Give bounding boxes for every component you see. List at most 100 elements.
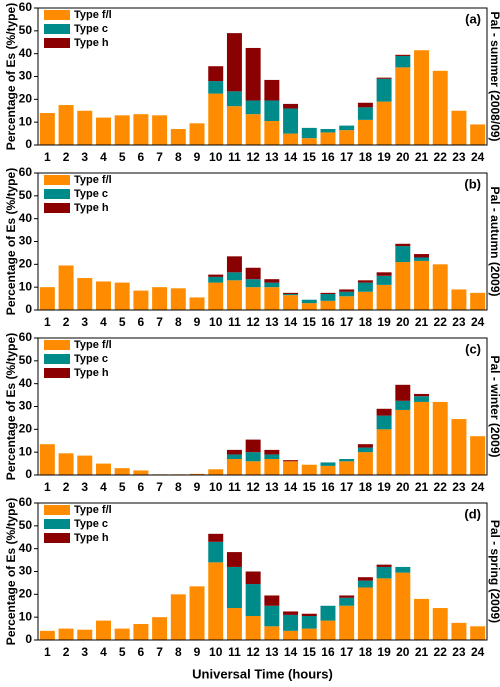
bar-segment [414, 401, 430, 475]
x-tick-label: 6 [138, 480, 145, 494]
x-tick-label: 15 [303, 315, 317, 329]
x-tick-label: 21 [415, 645, 429, 659]
bar-segment [77, 278, 93, 310]
bar-segment [301, 303, 317, 310]
y-tick-label: 0 [25, 467, 32, 481]
y-tick-label: 60 [19, 0, 33, 14]
x-tick-label: 7 [156, 480, 163, 494]
x-tick-label: 8 [175, 315, 182, 329]
x-tick-label: 4 [100, 315, 107, 329]
x-tick-label: 14 [284, 315, 298, 329]
y-tick-label: 10 [19, 444, 33, 458]
y-tick-label: 60 [19, 330, 33, 344]
x-tick-label: 24 [471, 150, 485, 164]
legend-swatch [44, 368, 70, 378]
legend-swatch [44, 189, 70, 199]
bar-segment [58, 453, 74, 475]
bar-segment [339, 291, 355, 297]
legend-label: Type h [74, 532, 109, 544]
bar-segment [395, 246, 411, 263]
bar-segment [114, 468, 130, 475]
x-tick-label: 12 [246, 150, 260, 164]
x-tick-label: 19 [377, 480, 391, 494]
bar-segment [208, 533, 224, 542]
bar-segment [77, 455, 93, 475]
bar-segment [264, 605, 280, 627]
x-tick-label: 3 [81, 315, 88, 329]
legend-label: Type c [74, 518, 108, 530]
x-tick-label: 11 [228, 150, 241, 164]
bar-segment [357, 580, 373, 588]
bar-segment [264, 449, 280, 455]
bar-segment [376, 566, 392, 579]
bar-segment [152, 617, 168, 640]
bar-segment [357, 102, 373, 108]
x-tick-label: 3 [81, 480, 88, 494]
side-label: Pal - autumn (2009) [488, 186, 500, 296]
bar-segment [226, 280, 242, 310]
bar-segment [376, 275, 392, 285]
x-tick-label: 13 [265, 645, 279, 659]
x-tick-label: 6 [138, 150, 145, 164]
x-tick-label: 13 [265, 150, 279, 164]
x-tick-label: 19 [377, 645, 391, 659]
bar-segment [245, 584, 261, 617]
bar-segment [245, 287, 261, 310]
bar-segment [245, 452, 261, 462]
legend-swatch [44, 505, 70, 515]
x-tick-label: 7 [156, 645, 163, 659]
side-label: Pal - summer (2008/09) [488, 11, 500, 141]
bar-segment [189, 586, 205, 640]
bar-segment [470, 292, 486, 310]
y-tick-label: 10 [19, 114, 33, 128]
x-tick-label: 2 [63, 480, 70, 494]
bar-segment [226, 566, 242, 609]
bar-segment [245, 461, 261, 475]
x-tick-label: 7 [156, 150, 163, 164]
bar-segment [77, 629, 93, 640]
bar-segment [264, 121, 280, 145]
bar-segment [339, 605, 355, 640]
bar-segment [283, 295, 299, 310]
legend-label: Type f/l [74, 9, 112, 21]
x-tick-label: 9 [194, 480, 201, 494]
y-tick-label: 60 [19, 495, 33, 509]
y-tick-label: 40 [19, 376, 33, 390]
x-tick-label: 1 [44, 150, 51, 164]
bar-segment [283, 103, 299, 109]
x-tick-label: 15 [303, 480, 317, 494]
bar-segment [395, 243, 411, 247]
bar-segment [395, 400, 411, 410]
bar-segment [283, 630, 299, 640]
x-tick-label: 5 [119, 480, 126, 494]
y-tick-label: 50 [19, 353, 33, 367]
x-tick-label: 10 [209, 480, 223, 494]
x-tick-label: 17 [340, 150, 354, 164]
bar-segment [189, 473, 205, 475]
bar-segment [339, 597, 355, 606]
legend-swatch [44, 519, 70, 529]
bar-segment [320, 620, 336, 640]
bar-segment [283, 461, 299, 475]
bar-segment [414, 260, 430, 310]
bar-segment [208, 282, 224, 310]
bar-segment [357, 282, 373, 292]
bar-segment [208, 469, 224, 475]
bar-segment [189, 123, 205, 145]
x-tick-label: 20 [396, 150, 410, 164]
legend-swatch [44, 10, 70, 20]
x-tick-label: 11 [228, 315, 241, 329]
x-tick-label: 12 [246, 645, 260, 659]
y-tick-label: 30 [19, 564, 33, 578]
legend-swatch [44, 340, 70, 350]
y-tick-label: 10 [19, 609, 33, 623]
bar-segment [245, 100, 261, 115]
x-tick-label: 18 [359, 480, 373, 494]
x-tick-label: 8 [175, 480, 182, 494]
x-tick-label: 14 [284, 150, 298, 164]
bar-segment [170, 594, 186, 640]
bar-segment [264, 282, 280, 288]
x-tick-label: 12 [246, 315, 260, 329]
y-tick-label: 20 [19, 422, 33, 436]
x-tick-label: 21 [415, 315, 429, 329]
